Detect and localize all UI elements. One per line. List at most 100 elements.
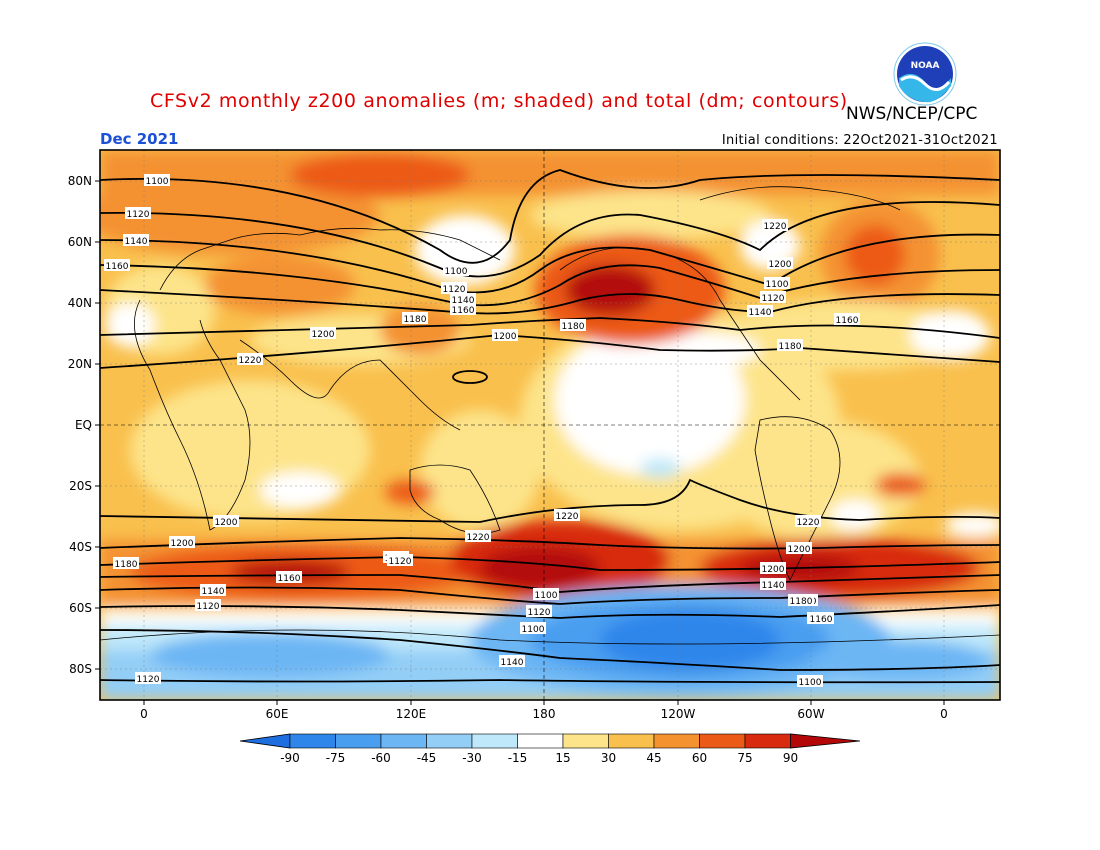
logo-text: NOAA — [911, 61, 940, 71]
contour-label-bg — [104, 259, 130, 271]
contour-label-bg — [499, 655, 525, 667]
colorbar-swatch — [517, 733, 564, 749]
contour-label: 1220 — [556, 512, 579, 522]
contour-label-bg — [237, 353, 263, 365]
contour-label: 1180 — [115, 560, 138, 570]
contour-label-bg — [760, 562, 786, 574]
colorbar-level-label: 75 — [737, 751, 752, 765]
agency-label: NWS/NCEP/CPC — [846, 104, 978, 124]
contour-label-bg — [760, 578, 786, 590]
contour-label: 1200 — [494, 332, 517, 342]
contour-label: 1160 — [810, 615, 833, 625]
contour-label-bg — [125, 207, 151, 219]
contour-label-bg — [465, 530, 491, 542]
contour-label: 1180 — [404, 315, 427, 325]
colorbar-level-label: 30 — [601, 751, 616, 765]
contour-label: 1120 — [443, 285, 466, 295]
colorbar-arrow-right — [790, 733, 861, 749]
contour-label-bg — [797, 675, 823, 687]
contour-label: 1220 — [467, 533, 490, 543]
lon-label: 120E — [396, 707, 427, 721]
lat-label: 80N — [68, 174, 92, 188]
noaa-logo: NOAA — [893, 42, 957, 106]
contour-label: 1120 — [762, 294, 785, 304]
colorbar-swatch — [289, 733, 336, 749]
lat-label: 40S — [69, 540, 92, 554]
contour-label: 1160 — [836, 316, 859, 326]
contour-label: 1100 — [522, 625, 545, 635]
contour-label-bg — [767, 257, 793, 269]
longitude-axis: 0 60E 120E 180 120W 60W 0 — [140, 700, 948, 721]
contour-label: 1160 — [278, 574, 301, 584]
lat-label: EQ — [75, 418, 92, 432]
lon-label: 180 — [533, 707, 556, 721]
lat-label: 20N — [68, 357, 92, 371]
colorbar-level-label: -90 — [280, 751, 300, 765]
contour-label-bg — [450, 293, 476, 305]
contour-label: 1200 — [312, 330, 335, 340]
colorbar-level-label: 45 — [646, 751, 661, 765]
colorbar-swatch — [380, 733, 427, 749]
contour-label-bg — [144, 174, 170, 186]
contour-label: 1200 — [215, 518, 238, 528]
contour-label: 1140 — [125, 237, 148, 247]
latitude-axis: 80N 60N 40N 20N EQ 20S 40S 60S 80S — [68, 174, 100, 676]
contour-label-bg — [276, 571, 302, 583]
contour-label-bg — [123, 234, 149, 246]
lat-label: 40N — [68, 296, 92, 310]
colorbar-swatch — [426, 733, 473, 749]
lat-label: 60N — [68, 235, 92, 249]
anomaly-shading: 1100 1120 1140 1160 1180 1200 1220 1100 1120 1140… — [100, 150, 1000, 700]
contour-label: 1120 — [197, 602, 220, 612]
contour-label-bg — [808, 612, 834, 624]
contour-label: 1200 — [788, 545, 811, 555]
contour-label-bg — [560, 319, 586, 331]
lat-label: 60S — [69, 601, 92, 615]
colorbar-level-label: -45 — [417, 751, 437, 765]
contour-label-bg — [450, 303, 476, 315]
contour-label-bg — [764, 277, 790, 289]
colorbar-swatch — [744, 733, 791, 749]
contour-label: 1200 — [769, 260, 792, 270]
contour-label: 1140 — [762, 581, 785, 591]
contour-label: 1140 — [501, 658, 524, 668]
contour-label: 1120 — [127, 210, 150, 220]
height-contours — [100, 169, 1000, 684]
contour-label-bg — [786, 542, 812, 554]
contour-label-bg — [762, 219, 788, 231]
colorbar-level-label: -15 — [508, 751, 528, 765]
contour-label-bg — [492, 329, 518, 341]
contour-label: 1100 — [445, 267, 468, 277]
lat-label: 80S — [69, 662, 92, 676]
lon-label: 0 — [940, 707, 948, 721]
colorbar-swatch — [699, 733, 746, 749]
contour-label: 1120 — [528, 608, 551, 618]
contour-label: 1180 — [562, 322, 585, 332]
colorbar-swatch — [562, 733, 609, 749]
initial-conditions: Initial conditions: 22Oct2021-31Oct2021 — [721, 133, 998, 148]
contour-label-bg — [195, 599, 221, 611]
contour-label: 1220 — [764, 222, 787, 232]
contour-label: 1100 — [146, 177, 169, 187]
contour-label: 1100 — [799, 678, 822, 688]
lon-label: 60W — [797, 707, 824, 721]
contour-label: 1200 — [762, 565, 785, 575]
map-title: CFSv2 monthly z200 anomalies (m; shaded)… — [150, 90, 848, 112]
contour-label-bg — [200, 584, 226, 596]
contour-label-bg — [402, 312, 428, 324]
contour-label-bg — [441, 282, 467, 294]
contour-label-bg — [777, 339, 803, 351]
contour-label: 1200 — [171, 539, 194, 549]
colorbar-swatch — [608, 733, 655, 749]
contour-label: 1140 — [202, 587, 225, 597]
contour-label-bg — [834, 313, 860, 325]
lat-label: 20S — [69, 479, 92, 493]
colorbar-level-label: 90 — [783, 751, 798, 765]
colorbar-arrow-left — [239, 733, 291, 749]
contour-label-bg — [747, 305, 773, 317]
contour-label-bg — [387, 554, 413, 566]
contour-label: 1100 — [766, 280, 789, 290]
contour-label: 1100 — [535, 591, 558, 601]
contour-label-bg — [526, 605, 552, 617]
